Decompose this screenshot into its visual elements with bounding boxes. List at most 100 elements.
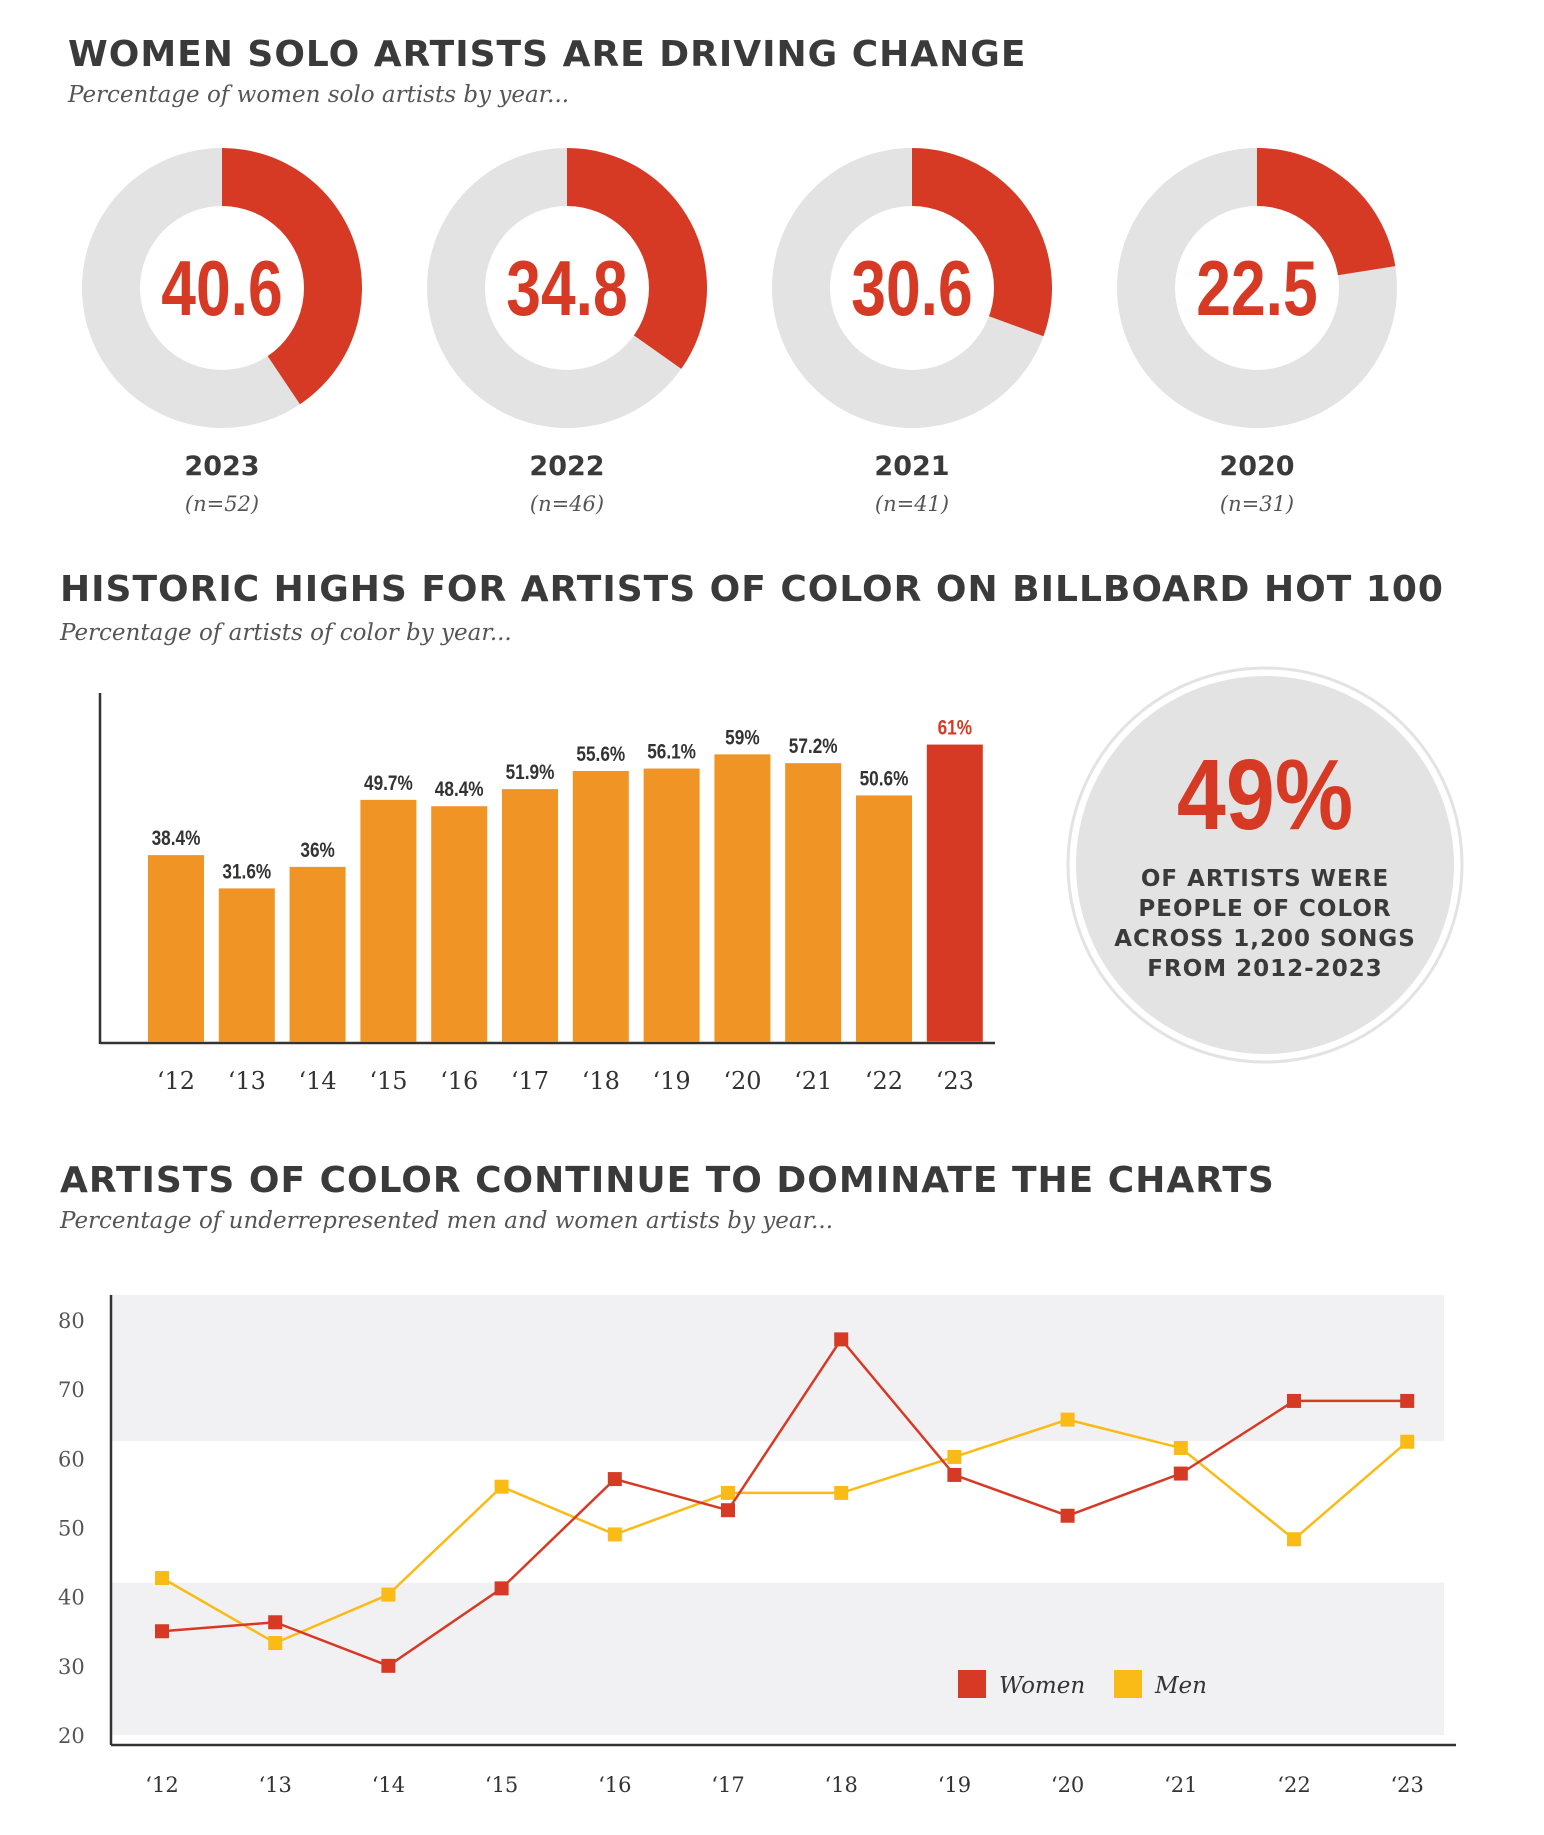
donut-chart: 22.5 [1117,148,1397,428]
bar-value-label: 31.6% [222,861,271,884]
bar [572,770,629,1042]
line-x-tick-label: ‘14 [372,1773,405,1797]
donut-section-title: WOMEN SOLO ARTISTS ARE DRIVING CHANGE [68,34,1027,75]
donut-value-label: 22.5 [1196,244,1317,331]
bar-value-label: 50.6% [860,768,909,791]
donut-year-label: 2021 [874,451,950,482]
data-point-women [607,1472,622,1487]
line-x-tick-label: ‘21 [1164,1773,1197,1797]
donut-hole [140,206,304,370]
bar-value-label: 51.9% [506,762,555,785]
data-point-men [155,1570,169,1585]
line-y-tick-label: 60 [58,1447,85,1471]
bar-value-label: 36% [300,839,334,862]
donut-hole [830,206,994,370]
line-x-tick-label: ‘15 [485,1773,518,1797]
donut-2023: 40.6 2023 (n=52) [77,143,367,516]
bar-chart: 38.4% ‘12 31.6% ‘13 36% ‘14 49.7% ‘15 48.4% ‘16 51… [98,693,995,1095]
donut-chart: 30.6 [772,148,1052,428]
donut-sample-size: (n=52) [184,492,260,516]
bar [714,754,771,1042]
data-point-women [1173,1466,1188,1481]
bar-x-tick-label: ‘21 [794,1067,832,1095]
data-point-women [1287,1393,1301,1408]
line-y-tick-label: 20 [58,1724,85,1748]
line-y-tick-label: 70 [58,1378,85,1402]
data-point-men [721,1485,735,1500]
bar-x-tick-label: ‘19 [653,1067,691,1095]
data-point-women [381,1658,396,1673]
bar-x-tick-label: ‘20 [723,1067,761,1095]
donut-hole [485,206,649,370]
bar [360,799,417,1042]
stat-circle [1066,666,1464,1064]
line-y-tick-label: 40 [58,1586,85,1610]
line-section-subtitle: Percentage of underrepresented men and w… [60,1208,834,1234]
bar-x-tick-label: ‘14 [299,1067,337,1095]
legend-swatch-men [1114,1670,1142,1698]
bar-value-label: 57.2% [789,736,838,759]
bar [502,789,558,1042]
bar-x-tick-label: ‘23 [936,1067,974,1095]
data-point-men [834,1485,849,1500]
donut-2020: 22.5 2020 (n=31) [1112,143,1402,516]
data-point-men [268,1636,283,1651]
donut-section-subtitle: Percentage of women solo artists by year… [68,82,570,108]
line-y-tick-label: 80 [58,1309,85,1333]
data-point-women [268,1615,283,1630]
chart-band [111,1582,1444,1735]
bar-value-label: 59% [725,727,759,750]
bar [218,888,275,1042]
bar [148,855,204,1042]
donut-hole [1175,206,1339,370]
donut-chart: 34.8 [427,148,707,428]
data-point-women [494,1581,509,1596]
bar-value-label: 48.4% [435,779,484,802]
line-x-tick-label: ‘13 [258,1773,291,1797]
donut-2022: 34.8 2022 (n=46) [422,143,712,516]
bar-x-tick-label: ‘16 [440,1067,478,1095]
donut-chart: 40.6 [82,148,362,428]
stat-line: OF ARTISTS WERE [1140,866,1390,892]
line-y-tick-label: 50 [58,1517,85,1541]
legend-label: Men [1154,1673,1207,1699]
bar-section-title: HISTORIC HIGHS FOR ARTISTS OF COLOR ON B… [60,569,1444,610]
line-x-tick-label: ‘19 [938,1773,971,1797]
line-x-tick-label: ‘20 [1051,1773,1084,1797]
line-x-tick-label: ‘18 [824,1773,857,1797]
stat-line: ACROSS 1,200 SONGS [1114,926,1416,952]
donut-value-label: 30.6 [851,244,972,331]
data-point-men [947,1449,962,1464]
bar-value-label: 49.7% [364,772,413,795]
donut-year-label: 2023 [184,451,260,482]
line-x-tick-label: ‘23 [1390,1773,1423,1797]
line-x-tick-label: ‘16 [598,1773,631,1797]
stat-callout: 49% OF ARTISTS WERE PEOPLE OF COLOR ACRO… [1066,666,1464,1064]
donut-value-label: 40.6 [161,244,282,331]
series-line-men [161,1418,1409,1645]
stat-value: 49% [1176,739,1354,851]
bar [856,795,912,1042]
data-point-women [834,1332,849,1347]
donut-value-label: 34.8 [506,244,627,331]
bar-value-label: 55.6% [576,743,625,766]
data-point-women [947,1467,962,1482]
chart-legend: Women Men [958,1670,1207,1699]
donut-sample-size: (n=46) [529,492,605,516]
series-line-women [161,1337,1408,1668]
stat-description: OF ARTISTS WERE PEOPLE OF COLOR ACROSS 1… [1106,864,1424,984]
legend-swatch-women [958,1670,986,1698]
line-chart: 20 30 40 50 60 70 80 ‘12 ‘13 ‘14 ‘15 ‘16 ‘17 ‘18 ‘19 ‘2… [58,1295,1456,1797]
legend-label: Women [999,1673,1085,1699]
data-point-women [721,1503,735,1518]
data-point-women [1060,1508,1075,1523]
chart-band [111,1295,1444,1442]
bar [785,763,842,1042]
line-x-tick-label: ‘17 [711,1773,744,1797]
data-point-men [1060,1412,1075,1427]
data-point-men [1173,1440,1188,1455]
stat-line: PEOPLE OF COLOR [1138,896,1392,922]
data-point-men [1287,1532,1301,1547]
bar-x-tick-label: ‘18 [582,1067,620,1095]
bar [431,806,488,1042]
